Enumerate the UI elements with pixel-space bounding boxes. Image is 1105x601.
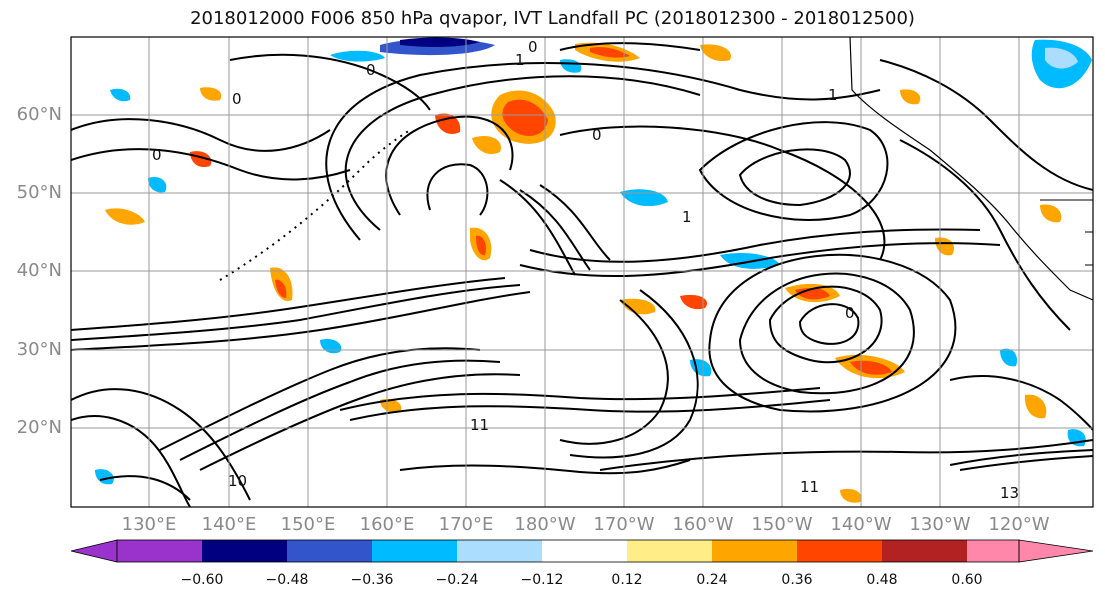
lon-label: 140°W [830, 514, 892, 535]
svg-text:11: 11 [800, 478, 819, 496]
lon-label: 120°W [988, 514, 1050, 535]
lon-label: 150°W [751, 514, 813, 535]
lon-label: 130°W [909, 514, 971, 535]
map-title: 2018012000 F006 850 hPa qvapor, IVT Land… [190, 8, 915, 29]
svg-text:0: 0 [366, 61, 376, 79]
lat-label: 40°N [16, 260, 62, 281]
border-lines [1040, 199, 1093, 266]
lon-label: 180°W [514, 514, 576, 535]
lon-label: 160°E [359, 514, 415, 535]
colorbar-bin [627, 540, 712, 562]
colorbar-bin [457, 540, 542, 562]
svg-text:0: 0 [592, 126, 602, 144]
colorbar-bin [202, 540, 287, 562]
lon-label: 170°E [438, 514, 494, 535]
colorbar-frame [116, 539, 1020, 563]
colorbar-tick-label: 0.36 [781, 572, 813, 588]
lat-label: 30°N [16, 339, 62, 360]
svg-text:0: 0 [232, 90, 242, 108]
svg-text:0: 0 [845, 304, 855, 322]
map-frame [70, 36, 1094, 508]
coastline [849, 37, 1093, 301]
colorbar-extend-high [1018, 539, 1094, 563]
colorbar-bin [372, 540, 457, 562]
svg-text:1: 1 [515, 51, 525, 69]
svg-text:13: 13 [1000, 484, 1019, 502]
colorbar-bin [967, 540, 1019, 562]
lon-label: 170°W [593, 514, 655, 535]
colorbar-bin [117, 540, 202, 562]
colorbar [70, 539, 1094, 563]
svg-text:0: 0 [528, 38, 538, 56]
contour-labels: 0 1 0 0 0 1 0 0 1 11 10 11 13 [152, 38, 1019, 502]
colorbar-bin [712, 540, 797, 562]
lat-label: 50°N [16, 182, 62, 203]
ivt-contours [71, 42, 1093, 507]
colorbar-tick-label: 0.12 [611, 572, 643, 588]
colorbar-bin [542, 540, 627, 562]
colorbar-tick-label: 0.24 [696, 572, 728, 588]
colorbar-tick-label: 0.48 [866, 572, 898, 588]
lon-label: 160°W [672, 514, 734, 535]
svg-text:1: 1 [682, 208, 692, 226]
svg-text:0: 0 [152, 146, 162, 164]
graticule [71, 37, 1093, 507]
lon-label: 130°E [121, 514, 177, 535]
colorbar-tick-label: −0.48 [265, 572, 309, 588]
colorbar-bin [797, 540, 882, 562]
lat-label: 20°N [16, 417, 62, 438]
svg-text:10: 10 [228, 472, 247, 490]
colorbar-bin [882, 540, 967, 562]
colorbar-tick-label: −0.12 [520, 572, 564, 588]
colorbar-bin [287, 540, 372, 562]
lon-label: 150°E [280, 514, 336, 535]
colorbar-tick-label: −0.36 [350, 572, 394, 588]
lat-label: 60°N [16, 104, 62, 125]
svg-text:11: 11 [470, 416, 489, 434]
colorbar-tick-label: 0.60 [951, 572, 983, 588]
svg-text:1: 1 [828, 86, 838, 104]
colorbar-tick-label: −0.60 [180, 572, 224, 588]
colorbar-tick-label: −0.24 [435, 572, 479, 588]
colorbar-extend-low [70, 539, 118, 563]
lon-label: 140°E [201, 514, 257, 535]
